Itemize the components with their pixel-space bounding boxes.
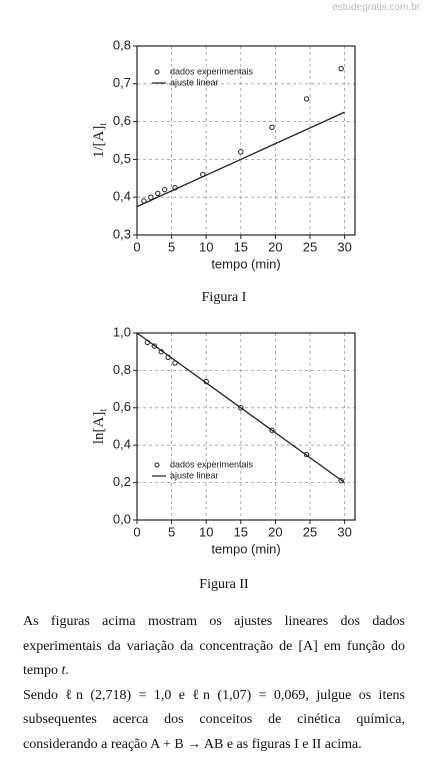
data-point bbox=[269, 124, 275, 130]
fit-line bbox=[136, 332, 345, 484]
text: t bbox=[61, 663, 66, 678]
y-tick-label: 0,8 bbox=[113, 37, 131, 52]
caption: Figura II bbox=[199, 577, 249, 592]
y-tick-label: 1,0 bbox=[113, 324, 131, 339]
data-point bbox=[338, 65, 344, 72]
y-tick-label: 0,6 bbox=[113, 113, 131, 128]
text: As figuras acima mostram os ajustes line… bbox=[23, 614, 405, 678]
x-tick-label: 0 bbox=[133, 239, 140, 254]
y-axis-label-sub: t bbox=[98, 409, 109, 412]
legend-label: ajuste linear bbox=[170, 77, 219, 87]
figures: Figura I Figura II 0,3 0,4 0,5 0,6 0,7 0,8 0 5 1… bbox=[91, 37, 356, 592]
x-tick-label: 10 bbox=[199, 239, 213, 254]
data-point bbox=[155, 190, 161, 197]
x-tick-label: 30 bbox=[337, 524, 351, 539]
x-axis-label: tempo (min) bbox=[211, 256, 280, 271]
x-tick-label: 20 bbox=[268, 239, 282, 254]
y-axis-label-sub: t bbox=[98, 123, 109, 126]
y-tick-label: 0,8 bbox=[113, 362, 131, 377]
x-tick-label: 0 bbox=[133, 524, 140, 539]
legend-swatch bbox=[154, 69, 160, 75]
x-tick-label: 15 bbox=[234, 239, 248, 254]
x-axis-label: tempo (min) bbox=[211, 541, 280, 556]
fit-line bbox=[136, 111, 345, 208]
x-tick-label: 30 bbox=[337, 239, 351, 254]
paragraph: As figuras acima mostram os ajustes line… bbox=[23, 610, 405, 684]
y-axis-label-main: 1/[A] bbox=[91, 126, 107, 159]
y-axis-label-main: ln[A] bbox=[91, 412, 107, 445]
plot-frame bbox=[136, 45, 356, 236]
legend-label: ajuste linear bbox=[170, 470, 219, 480]
legend-swatch bbox=[154, 462, 160, 468]
legend-label: dados experimentais bbox=[170, 66, 254, 76]
y-tick-label: 0,4 bbox=[113, 437, 131, 452]
x-tick-label: 5 bbox=[168, 524, 175, 539]
y-tick-label: 0,2 bbox=[113, 474, 131, 489]
x-tick-label: 25 bbox=[303, 239, 317, 254]
plot-frame bbox=[136, 332, 356, 521]
x-tick-label: 25 bbox=[303, 524, 317, 539]
y-tick-label: 0,3 bbox=[113, 226, 131, 241]
x-tick-label: 10 bbox=[199, 524, 213, 539]
data-point bbox=[238, 149, 244, 155]
data-point bbox=[303, 96, 310, 102]
y-tick-label: 0,6 bbox=[113, 399, 131, 414]
x-tick-label: 15 bbox=[234, 524, 248, 539]
data-point bbox=[161, 186, 168, 193]
y-tick-label: 0,4 bbox=[113, 189, 131, 204]
legend-label: dados experimentais bbox=[170, 459, 254, 469]
x-tick-label: 5 bbox=[168, 239, 175, 254]
watermark: estudegratis.com.br bbox=[332, 2, 420, 13]
y-axis-label: ln[A]t bbox=[91, 409, 109, 445]
y-axis-label: 1/[A]t bbox=[91, 123, 109, 159]
statement: As figuras acima mostram os ajustes line… bbox=[23, 610, 405, 757]
data-point bbox=[148, 194, 154, 200]
caption: Figura I bbox=[202, 290, 247, 305]
text: Sendo ℓn (2,718) = 1,0 e ℓn (1,07) = 0,0… bbox=[23, 687, 405, 752]
paragraph: Sendo ℓn (2,718) = 1,0 e ℓn (1,07) = 0,0… bbox=[23, 684, 405, 758]
y-tick-label: 0,0 bbox=[113, 511, 131, 526]
y-tick-label: 0,7 bbox=[113, 75, 131, 90]
x-tick-label: 20 bbox=[268, 524, 282, 539]
y-tick-label: 0,5 bbox=[113, 151, 131, 166]
text: . bbox=[65, 663, 69, 678]
